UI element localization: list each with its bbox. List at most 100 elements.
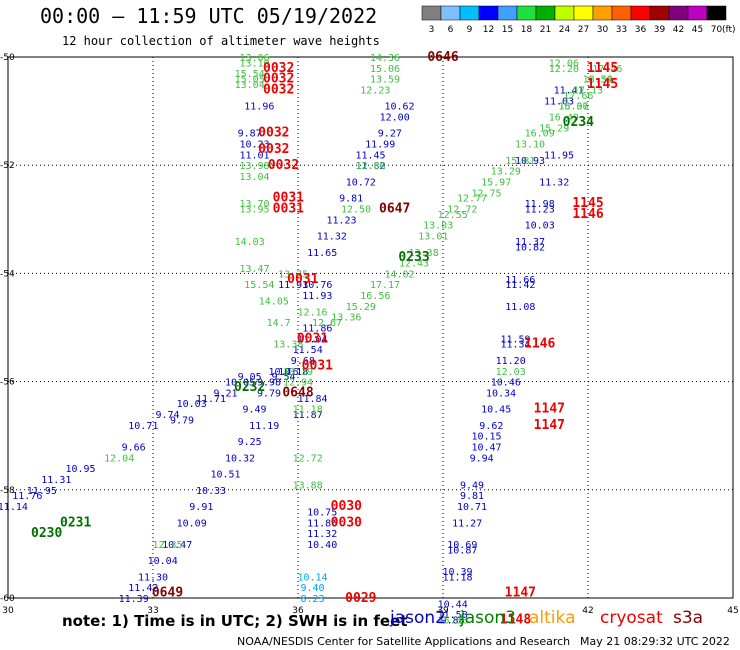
wave-height-label: 15.54 (244, 280, 274, 291)
wave-height-label: 11.65 (307, 248, 337, 259)
wave-height-label: 14.05 (259, 296, 289, 307)
colorbar-label: 24 (559, 25, 571, 35)
wave-height-label: 10.47 (471, 443, 501, 454)
color-legend: 3 6 9 12 15 18 21 24 27 30 33 36 39 42 45 70 (ft) (421, 5, 736, 35)
pass-time-label: 1146 (572, 207, 603, 222)
wave-height-label: 12.55 (438, 210, 468, 221)
wave-height-label: 11.34 (500, 340, 530, 351)
pass-time-label: 0031 (273, 201, 304, 216)
wave-height-label: 10.76 (302, 280, 332, 291)
wave-height-label: 11.01 (239, 150, 269, 161)
wave-height-label: 17.13 (573, 85, 603, 96)
colorbar-label: 42 (673, 25, 684, 35)
pass-time-label: 0234 (563, 115, 594, 130)
wave-height-label: 14.02 (384, 269, 414, 280)
wave-height-label: 11.30 (138, 572, 168, 583)
pass-time-label: 0032 (263, 72, 294, 87)
colorbar-label: 27 (578, 25, 589, 35)
wave-height-label: 15.29 (539, 123, 569, 134)
wave-height-label: 11.93 (278, 280, 308, 291)
pass-time-label: 0032 (258, 126, 289, 141)
wave-height-label: 11.45 (355, 150, 385, 161)
legend-jason3: jason3 (460, 608, 516, 628)
wave-height-label: 10.14 (297, 572, 327, 583)
wave-height-label: 11.71 (196, 394, 226, 405)
wave-height-label: 11.32 (317, 232, 347, 243)
wave-height-label: 15.07 (558, 102, 588, 113)
wave-height-label: 10.09 (177, 518, 207, 529)
wave-height-label: 12.43 (399, 259, 429, 270)
wave-height-label: 10.95 (65, 464, 95, 475)
wave-height-label: 10.05 (225, 378, 255, 389)
x-tick-label: 36 (292, 606, 304, 616)
wave-height-label: 13.98 (239, 161, 269, 172)
wave-height-label: 11.42 (128, 583, 158, 594)
wave-height-label: 10.93 (515, 156, 545, 167)
pass-time-label: 0031 (302, 358, 333, 373)
wave-height-label: 8.23 (300, 594, 324, 605)
wave-height-label: 11.18 (293, 405, 323, 416)
wave-height-label: 11.39 (119, 594, 149, 605)
wave-height-label: 13.38 (409, 248, 439, 259)
wave-height-label: 9.91 (189, 502, 213, 513)
wave-height-label: 11.95 (27, 486, 57, 497)
colorbar-unit: (ft) (722, 25, 736, 35)
wave-height-label: 12.72 (293, 453, 323, 464)
wave-height-label: 10.18 (278, 367, 308, 378)
wave-height-label: 11.93 (302, 291, 332, 302)
x-tick-label: 30 (2, 606, 14, 616)
wave-height-label: 11.32 (307, 529, 337, 540)
pass-time-label: 1146 (524, 337, 555, 352)
wave-height-label: 15.81 (505, 156, 535, 167)
wave-height-label: 11.86 (302, 324, 332, 335)
legend-s3a: s3a (673, 608, 704, 628)
wave-height-label: 12.94 (283, 378, 313, 389)
pass-time-label: 1145 (587, 77, 618, 92)
wave-height-label: 9.81 (339, 194, 363, 205)
wave-height-label: 15.29 (346, 302, 376, 313)
wave-height-label: 11.32 (539, 177, 569, 188)
wave-height-label: 12.03 (496, 367, 526, 378)
wave-height-label: 9.27 (378, 129, 402, 140)
wave-height-label: 11.58 (438, 610, 468, 621)
wave-height-label: 11.37 (515, 237, 545, 248)
wave-height-label: 11.76 (12, 491, 42, 502)
pass-time-label: 1145 (572, 196, 603, 211)
wave-height-label: 10.40 (307, 540, 337, 551)
footer-timestamp: May 21 08:29:32 UTC 2022 (580, 635, 730, 648)
y-tick-label: -54 (0, 269, 15, 279)
wave-height-label: 10.51 (210, 470, 240, 481)
wave-height-label: 13.04 (239, 172, 269, 183)
colorbar-swatch (706, 5, 727, 21)
wave-height-label: 10.69 (447, 540, 477, 551)
wave-height-label: 15.54 (235, 69, 265, 80)
colorbar-label: 39 (654, 25, 666, 35)
wave-height-label: 11.66 (505, 275, 535, 286)
wave-height-label: 11.98 (525, 199, 555, 210)
wave-height-label: 16.49 (549, 113, 579, 124)
pass-time-label: 0231 (60, 515, 91, 530)
wave-height-label: 11.99 (365, 140, 395, 151)
colorbar-label: 21 (540, 25, 551, 35)
colorbar-label: 45 (692, 25, 703, 35)
wave-height-label: 9.79 (170, 415, 194, 426)
wave-height-label: 11.31 (41, 475, 71, 486)
wave-height-label: 16.09 (525, 129, 555, 140)
wave-height-label: 11.54 (293, 345, 323, 356)
pass-time-label: 0032 (258, 142, 289, 157)
pass-time-label: 0030 (331, 515, 362, 530)
wave-height-label: 10.46 (491, 378, 521, 389)
pass-time-label: 0032 (263, 61, 294, 76)
wave-height-label: 14.03 (235, 237, 265, 248)
units-note: note: 1) Time is in UTC; 2) SWH is in fe… (62, 612, 408, 630)
plot-frame (7, 56, 734, 599)
wave-height-label: 16.56 (360, 291, 390, 302)
wave-height-label: 10.75 (307, 507, 337, 518)
pass-time-label: 0648 (282, 385, 313, 400)
wave-height-label: 9.87 (238, 129, 262, 140)
wave-height-label: 14.7 (267, 318, 291, 329)
wave-height-label: 9.94 (470, 453, 494, 464)
wave-height-label: 9.74 (155, 410, 179, 421)
wave-height-label: 9.88 (441, 616, 465, 627)
wave-height-label: 16.36 (558, 102, 588, 113)
